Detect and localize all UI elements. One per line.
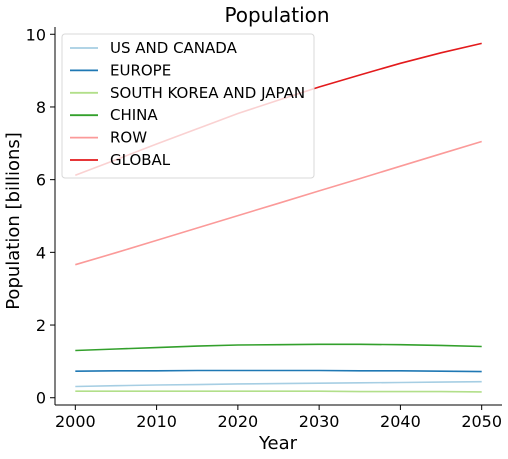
legend-box (61, 33, 315, 179)
x-tick-label-3: 2030 (299, 412, 340, 431)
legend-label-0: US AND CANADA (110, 39, 238, 57)
x-axis-title: Year (258, 433, 298, 454)
series-line-0 (75, 380, 482, 388)
legend-label-4: ROW (110, 129, 147, 147)
x-tick-label-2: 2020 (218, 412, 259, 431)
y-tick-label-2: 4 (36, 243, 46, 262)
y-tick-label-3: 6 (36, 171, 46, 190)
x-tick-label-0: 2000 (55, 412, 96, 431)
x-tick-label-4: 2040 (380, 412, 421, 431)
legend-label-2: SOUTH KOREA AND JAPAN (110, 84, 305, 102)
axes: 2000 2010 2020 2030 2040 2050 0 2 4 6 8 10 (26, 25, 502, 431)
chart-title: Population (224, 3, 329, 27)
series-line-4 (75, 140, 482, 266)
legend-label-5: GLOBAL (110, 151, 171, 169)
y-tick-label-4: 8 (36, 98, 46, 117)
legend-label-1: EUROPE (110, 61, 171, 79)
y-tick-label-1: 2 (36, 316, 46, 335)
x-tick-label-5: 2050 (461, 412, 502, 431)
x-tick-label-1: 2010 (136, 412, 177, 431)
y-tick-label-0: 0 (36, 389, 46, 408)
y-tick-label-5: 10 (26, 25, 46, 44)
legend-label-3: CHINA (110, 106, 158, 124)
legend: US AND CANADA EUROPE SOUTH KOREA AND JAPAN… (61, 33, 315, 179)
series-line-3 (75, 343, 482, 352)
y-axis-title: Population [billions] (3, 132, 24, 310)
series-line-1 (75, 369, 482, 373)
series-line-2 (75, 390, 482, 393)
